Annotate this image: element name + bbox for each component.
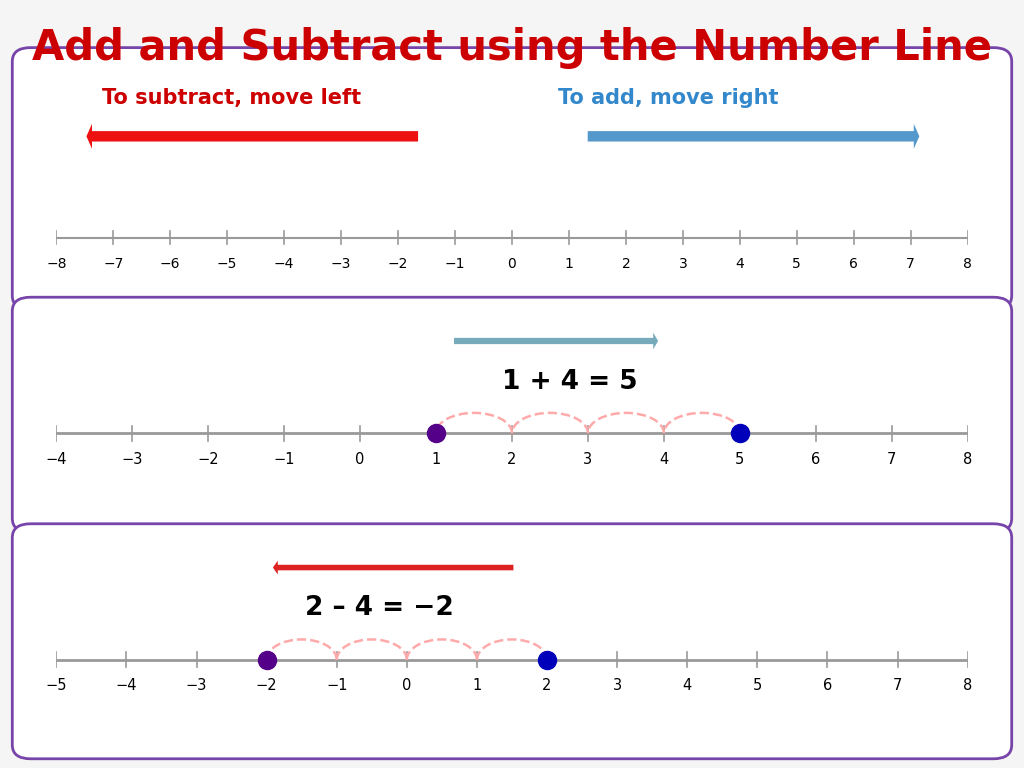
Text: −7: −7 <box>103 257 124 270</box>
Text: 7: 7 <box>906 257 915 270</box>
Text: 6: 6 <box>849 257 858 270</box>
Text: −3: −3 <box>122 452 143 467</box>
Text: 6: 6 <box>811 452 820 467</box>
Text: To subtract, move left: To subtract, move left <box>102 88 361 108</box>
Text: 2: 2 <box>622 257 631 270</box>
Text: 3: 3 <box>612 678 622 694</box>
Text: 6: 6 <box>823 678 833 694</box>
Text: 0: 0 <box>508 257 516 270</box>
Text: −6: −6 <box>160 257 180 270</box>
Text: 3: 3 <box>679 257 687 270</box>
Text: −2: −2 <box>388 257 409 270</box>
Text: −1: −1 <box>444 257 465 270</box>
Text: −3: −3 <box>331 257 351 270</box>
Text: −5: −5 <box>217 257 238 270</box>
Text: 7: 7 <box>887 452 896 467</box>
Text: To add, move right: To add, move right <box>557 88 778 108</box>
Text: 8: 8 <box>964 257 972 270</box>
Text: 5: 5 <box>753 678 762 694</box>
Text: 1: 1 <box>564 257 573 270</box>
Text: 1: 1 <box>472 678 481 694</box>
Text: 2: 2 <box>543 678 552 694</box>
Text: 5: 5 <box>793 257 801 270</box>
Text: 1 + 4 = 5: 1 + 4 = 5 <box>502 369 638 395</box>
Text: 4: 4 <box>735 257 744 270</box>
Text: 0: 0 <box>402 678 412 694</box>
Text: 4: 4 <box>659 452 669 467</box>
Text: 7: 7 <box>893 678 902 694</box>
Text: 8: 8 <box>963 678 973 694</box>
Text: Add and Subtract using the Number Line: Add and Subtract using the Number Line <box>32 27 992 69</box>
Text: 5: 5 <box>735 452 744 467</box>
Text: −4: −4 <box>46 452 67 467</box>
Text: 8: 8 <box>963 452 973 467</box>
Text: 2: 2 <box>507 452 517 467</box>
Text: −1: −1 <box>326 678 347 694</box>
Text: 2 – 4 = −2: 2 – 4 = −2 <box>305 595 454 621</box>
Text: 0: 0 <box>355 452 365 467</box>
Text: 1: 1 <box>431 452 440 467</box>
Text: −4: −4 <box>274 257 294 270</box>
Text: −2: −2 <box>256 678 278 694</box>
Text: −3: −3 <box>185 678 207 694</box>
Text: 4: 4 <box>683 678 692 694</box>
Text: −2: −2 <box>198 452 219 467</box>
Text: −5: −5 <box>46 678 67 694</box>
Text: −8: −8 <box>46 257 67 270</box>
Text: 3: 3 <box>584 452 593 467</box>
Text: −4: −4 <box>116 678 137 694</box>
Text: −1: −1 <box>273 452 295 467</box>
